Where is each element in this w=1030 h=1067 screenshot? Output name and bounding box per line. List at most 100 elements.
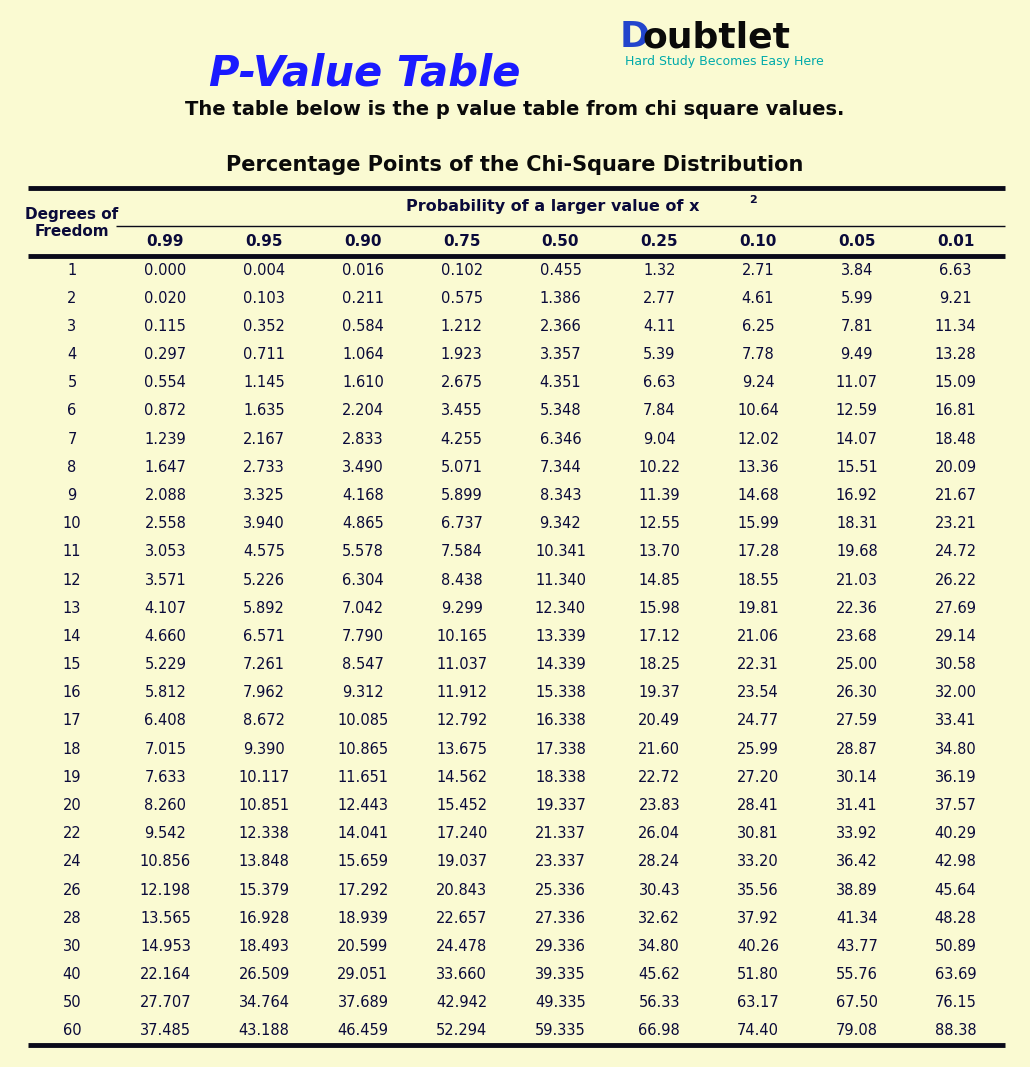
Text: 14.07: 14.07 [835,432,878,447]
Text: 15.659: 15.659 [338,855,388,870]
Text: 22.164: 22.164 [140,967,191,982]
Text: 9.21: 9.21 [939,291,972,306]
Text: 56.33: 56.33 [639,996,680,1010]
Text: 18.48: 18.48 [935,432,976,447]
Text: 10.64: 10.64 [737,403,779,418]
Text: 5.99: 5.99 [840,291,873,306]
Text: 26: 26 [63,882,81,897]
Text: Probability of a larger value of x: Probability of a larger value of x [406,200,699,214]
Text: 0.05: 0.05 [838,234,876,249]
Text: 34.80: 34.80 [639,939,680,954]
Text: 6.63: 6.63 [939,262,971,277]
Text: 0.50: 0.50 [542,234,579,249]
Text: 0.711: 0.711 [243,347,285,362]
Text: 6.571: 6.571 [243,628,285,643]
Text: 7.962: 7.962 [243,685,285,700]
Text: 25.99: 25.99 [737,742,779,757]
Text: 88.38: 88.38 [935,1023,976,1038]
Text: 18.55: 18.55 [737,573,779,588]
Text: 2.733: 2.733 [243,460,285,475]
Text: 6.346: 6.346 [540,432,581,447]
Text: 27.59: 27.59 [835,714,878,729]
Text: 42.942: 42.942 [436,996,487,1010]
Text: 28.41: 28.41 [737,798,779,813]
Text: 2.833: 2.833 [342,432,384,447]
Text: 0.297: 0.297 [144,347,186,362]
Text: 12.198: 12.198 [140,882,191,897]
Text: 24.478: 24.478 [436,939,487,954]
Text: 1.32: 1.32 [643,262,676,277]
Text: 17.338: 17.338 [535,742,586,757]
Text: 39.335: 39.335 [536,967,586,982]
Text: 0.211: 0.211 [342,291,384,306]
Text: 19.81: 19.81 [737,601,779,616]
Text: 13.675: 13.675 [437,742,487,757]
Text: 7.584: 7.584 [441,544,483,559]
Text: 29.051: 29.051 [337,967,388,982]
Text: 21.67: 21.67 [934,488,976,503]
Text: 5.071: 5.071 [441,460,483,475]
Text: 28: 28 [63,911,81,926]
Text: 3.053: 3.053 [144,544,186,559]
Text: 8.547: 8.547 [342,657,384,672]
Text: 0.99: 0.99 [146,234,184,249]
Text: 9.24: 9.24 [742,376,775,391]
Text: 0.10: 0.10 [740,234,777,249]
Text: 20.09: 20.09 [934,460,976,475]
Text: 0.90: 0.90 [344,234,382,249]
Text: 79.08: 79.08 [835,1023,878,1038]
Text: 3.357: 3.357 [540,347,581,362]
Text: 10: 10 [63,516,81,531]
Text: 0.004: 0.004 [243,262,285,277]
Text: 17: 17 [63,714,81,729]
Text: 5.578: 5.578 [342,544,384,559]
Text: 2.675: 2.675 [441,376,483,391]
Text: 48.28: 48.28 [934,911,976,926]
Text: 8.438: 8.438 [441,573,482,588]
Text: 13.565: 13.565 [140,911,191,926]
Text: 24: 24 [63,855,81,870]
Text: 30: 30 [63,939,81,954]
Text: 18.493: 18.493 [239,939,289,954]
Text: 16.81: 16.81 [935,403,976,418]
Text: 22: 22 [63,826,81,841]
Text: 51.80: 51.80 [737,967,779,982]
Text: 11.037: 11.037 [436,657,487,672]
Text: 1.635: 1.635 [243,403,285,418]
Text: 11.39: 11.39 [639,488,680,503]
Text: 12.55: 12.55 [639,516,680,531]
Text: 41.34: 41.34 [836,911,878,926]
Text: 15.338: 15.338 [536,685,586,700]
Text: 27.69: 27.69 [934,601,976,616]
Text: 2.204: 2.204 [342,403,384,418]
Text: 5: 5 [67,376,76,391]
Text: 20.599: 20.599 [337,939,388,954]
Text: 19.68: 19.68 [836,544,878,559]
Text: 0.352: 0.352 [243,319,285,334]
Text: 1.064: 1.064 [342,347,384,362]
Text: 40.26: 40.26 [737,939,779,954]
Text: 6.737: 6.737 [441,516,483,531]
Text: 9.299: 9.299 [441,601,483,616]
Text: 32.62: 32.62 [639,911,680,926]
Text: 5.899: 5.899 [441,488,483,503]
Text: 1.212: 1.212 [441,319,483,334]
Text: 17.292: 17.292 [337,882,388,897]
Text: 76.15: 76.15 [934,996,976,1010]
Text: 2.71: 2.71 [742,262,775,277]
Text: 9.542: 9.542 [144,826,186,841]
Text: 11.34: 11.34 [935,319,976,334]
Text: 17.240: 17.240 [436,826,487,841]
Text: 7.84: 7.84 [643,403,676,418]
Text: 36.42: 36.42 [836,855,878,870]
Text: 31.41: 31.41 [836,798,878,813]
Text: 10.851: 10.851 [239,798,289,813]
Text: 50: 50 [63,996,81,1010]
Text: 25.336: 25.336 [535,882,586,897]
Text: 4.660: 4.660 [144,628,186,643]
Text: 18.939: 18.939 [338,911,388,926]
Text: 30.81: 30.81 [737,826,779,841]
Text: 49.335: 49.335 [536,996,586,1010]
Text: 10.341: 10.341 [535,544,586,559]
Text: 21.03: 21.03 [836,573,878,588]
